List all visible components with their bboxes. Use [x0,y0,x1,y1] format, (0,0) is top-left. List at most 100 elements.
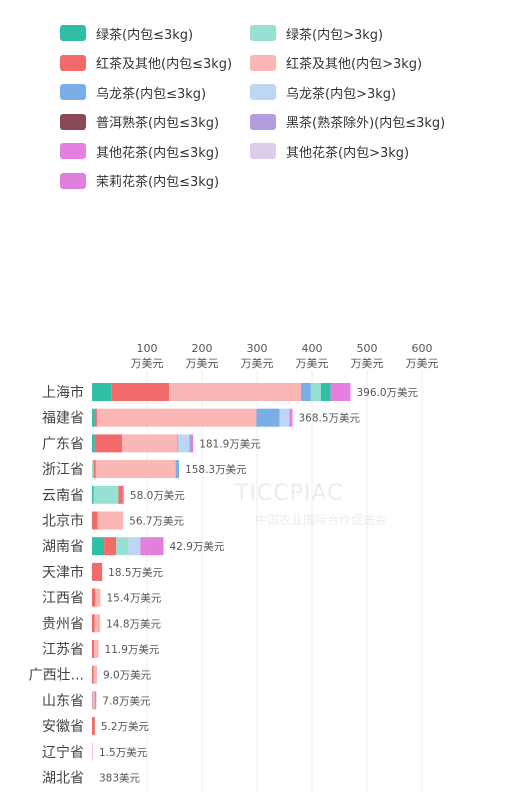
legend-item[interactable]: 其他花茶(内包≤3kg) [60,140,219,162]
category-label: 天津市 [42,564,84,581]
bar-segment [92,383,112,401]
bar-segment [92,537,105,556]
category-label: 北京市 [42,513,84,530]
x-tick-label: 300 [247,342,268,355]
bar-segment [94,640,99,658]
legend-swatch [250,54,276,71]
category-label: 江西省 [42,591,84,607]
bar-segment [178,434,190,453]
category-label: 辽宁省 [42,744,84,761]
bar-segment [92,665,94,684]
legend-swatch [60,113,86,130]
category-label: 福建省 [42,411,84,427]
bar-segment [301,383,311,401]
x-tick-unit: 万美元 [406,357,439,370]
legend-item[interactable]: 普洱熟茶(内包≤3kg) [60,111,219,133]
bar-segment [92,562,103,581]
bar-segment [118,485,123,504]
legend-swatch [250,143,276,159]
legend-label: 其他花茶(内包≤3kg) [96,145,220,161]
x-tick-label: 200 [192,342,213,355]
legend-swatch [60,172,86,189]
bar-segment [96,408,257,427]
bar-total-label: 11.9万美元 [105,643,160,656]
category-label: 广西壮... [29,668,84,684]
bar-segment [93,665,97,684]
bar-segment [128,537,141,556]
x-tick-label: 100 [137,342,158,355]
legend-item[interactable]: 绿茶(内包≤3kg) [60,22,193,44]
bar-segment [310,383,321,401]
bar-total-label: 15.4万美元 [106,592,161,605]
legend-item[interactable]: 黑茶(熟茶除外)(内包≤3kg) [250,111,445,133]
legend-label: 茉莉花茶(内包≤3kg) [96,175,220,190]
legend-item[interactable]: 绿茶(内包>3kg) [250,22,383,44]
legend-label: 绿茶(内包>3kg) [286,27,384,43]
category-label: 浙江省 [42,462,84,478]
bar-total-label: 56.7万美元 [129,515,184,528]
bar-segment [92,691,95,710]
watermark-text: TICCPIAC [234,481,343,506]
bar-segment [116,537,129,556]
legend-item[interactable]: 红茶及其他(内包>3kg) [250,52,422,74]
bar-total-label: 9.0万美元 [103,669,152,682]
bar-segment [189,434,191,453]
legend-swatch [250,113,276,130]
bar-segment [289,408,293,427]
legend-label: 乌龙茶(内包>3kg) [286,86,397,102]
bar-segment [92,640,95,658]
legend-item[interactable]: 乌龙茶(内包≤3kg) [60,81,206,103]
x-tick-label: 600 [412,342,433,355]
legend-item[interactable]: 茉莉花茶(内包≤3kg) [60,170,219,192]
bar-segment [97,511,124,530]
bar-segment [122,434,178,453]
bar-segment [152,537,164,556]
category-label: 上海市 [42,384,84,401]
category-label: 广东省 [42,436,84,452]
category-label: 云南省 [42,488,84,504]
bar-segment [140,537,153,556]
bar-segment [93,460,96,479]
bar-segment [92,460,94,479]
bar-segment [122,485,124,504]
bar-total-label: 58.0万美元 [130,489,185,502]
bar-segment [279,408,290,427]
bar-segment [95,460,176,479]
bar-total-label: 181.9万美元 [199,437,261,450]
bar-total-label: 5.2万美元 [101,720,150,733]
bar-segment [92,511,98,530]
legend-label: 绿茶(内包≤3kg) [96,27,194,43]
bar-segment [92,588,96,607]
bar-segment [92,408,95,427]
legend-label: 黑茶(熟茶除外)(内包≤3kg) [286,116,446,131]
bar-segment [92,742,93,761]
legend-label: 其他花茶(内包>3kg) [286,145,410,161]
legend-item[interactable]: 其他花茶(内包>3kg) [250,140,409,162]
x-tick-unit: 万美元 [131,357,164,370]
bar-total-label: 14.8万美元 [106,617,161,630]
bar-total-label: 158.3万美元 [185,463,247,476]
x-tick-label: 400 [302,342,323,355]
bar-segment [320,383,331,401]
x-tick-label: 500 [357,342,378,355]
legend-swatch [60,84,86,100]
bar-segment [191,434,194,453]
watermark-subtext: 中国农业国际合作促进会 [255,512,387,527]
bar-total-label: 18.5万美元 [108,566,163,579]
legend-item[interactable]: 红茶及其他(内包≤3kg) [60,52,232,74]
bar-total-label: 7.8万美元 [102,694,151,707]
legend-swatch [60,143,86,159]
legend-item[interactable]: 乌龙茶(内包>3kg) [250,81,396,103]
bar-total-label: 383美元 [99,772,141,785]
bar-segment [93,485,119,504]
bar-segment [104,537,117,556]
bar-segment [94,614,101,633]
bar-segment [92,717,95,736]
bar-segment [111,383,169,401]
x-tick-unit: 万美元 [296,357,329,370]
bar-total-label: 368.5万美元 [298,412,360,425]
bar-segment [92,434,95,453]
bar-segment [177,434,179,453]
category-label: 江苏省 [42,642,84,658]
